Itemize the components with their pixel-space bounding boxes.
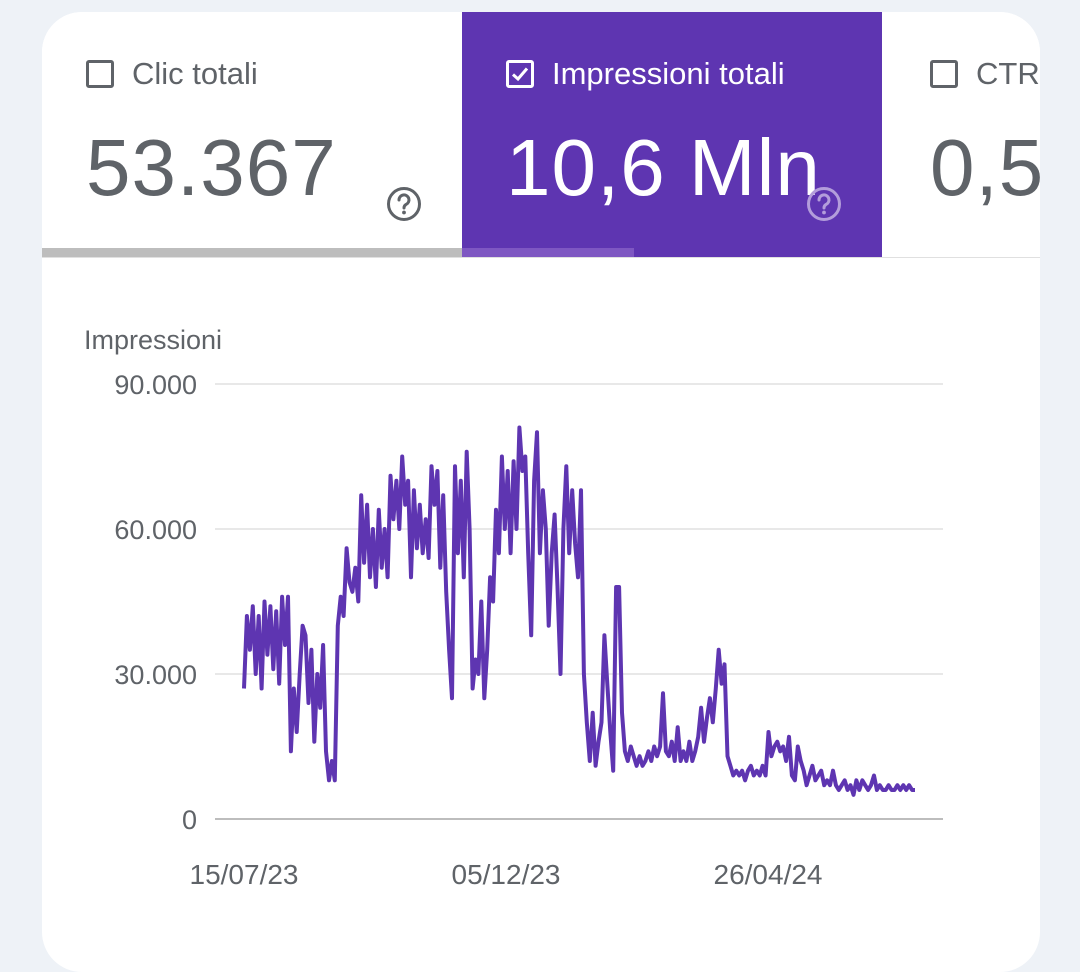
- tab-clicks-value: 53.367: [86, 123, 337, 212]
- tab-indicator-impressions: [462, 248, 634, 257]
- y-axis-title: Impressioni: [84, 325, 222, 355]
- gridlines: [215, 383, 943, 820]
- tab-impressions-label: Impressioni totali: [552, 56, 785, 91]
- tab-clicks[interactable]: Clic totali 53.367: [42, 12, 462, 257]
- x-axis-ticks: 15/07/23 05/12/23 26/04/24: [190, 859, 823, 890]
- y-axis-ticks: 90.000 60.000 30.000 0: [114, 370, 197, 835]
- help-circle-icon[interactable]: [806, 186, 842, 222]
- series-group: [242, 425, 915, 797]
- tab-clicks-header: Clic totali: [86, 56, 258, 92]
- tab-impressions[interactable]: Impressioni totali 10,6 Mln: [462, 12, 882, 257]
- y-tick-label: 90.000: [114, 370, 197, 400]
- checkbox-icon[interactable]: [930, 60, 958, 88]
- y-tick-label: 0: [182, 805, 197, 835]
- tab-clicks-label: Clic totali: [132, 56, 258, 91]
- x-tick-label: 26/04/24: [714, 859, 823, 890]
- tab-ctr-value: 0,5: [930, 123, 1040, 212]
- y-tick-label: 30.000: [114, 660, 197, 690]
- tab-ctr-label: CTR: [976, 56, 1040, 91]
- checkbox-checked-icon[interactable]: [506, 60, 534, 88]
- performance-card: Clic totali 53.367 Impressioni totali 10…: [42, 12, 1040, 972]
- series-line-impressions: [242, 425, 915, 797]
- tab-impressions-value: 10,6 Mln: [506, 123, 821, 212]
- impressions-chart: Impressioni 90.000 60.000 30.000 0 15/07/23…: [84, 325, 943, 890]
- tab-ctr-header: CTR: [930, 56, 1040, 92]
- tab-ctr[interactable]: CTR 0,5: [886, 12, 1040, 257]
- tab-indicator-clicks: [42, 248, 462, 257]
- tab-impressions-header: Impressioni totali: [506, 56, 785, 92]
- checkbox-icon[interactable]: [86, 60, 114, 88]
- y-tick-label: 60.000: [114, 515, 197, 545]
- x-tick-label: 05/12/23: [452, 859, 561, 890]
- help-circle-icon[interactable]: [386, 186, 422, 222]
- x-tick-label: 15/07/23: [190, 859, 299, 890]
- tab-divider: [42, 257, 1040, 258]
